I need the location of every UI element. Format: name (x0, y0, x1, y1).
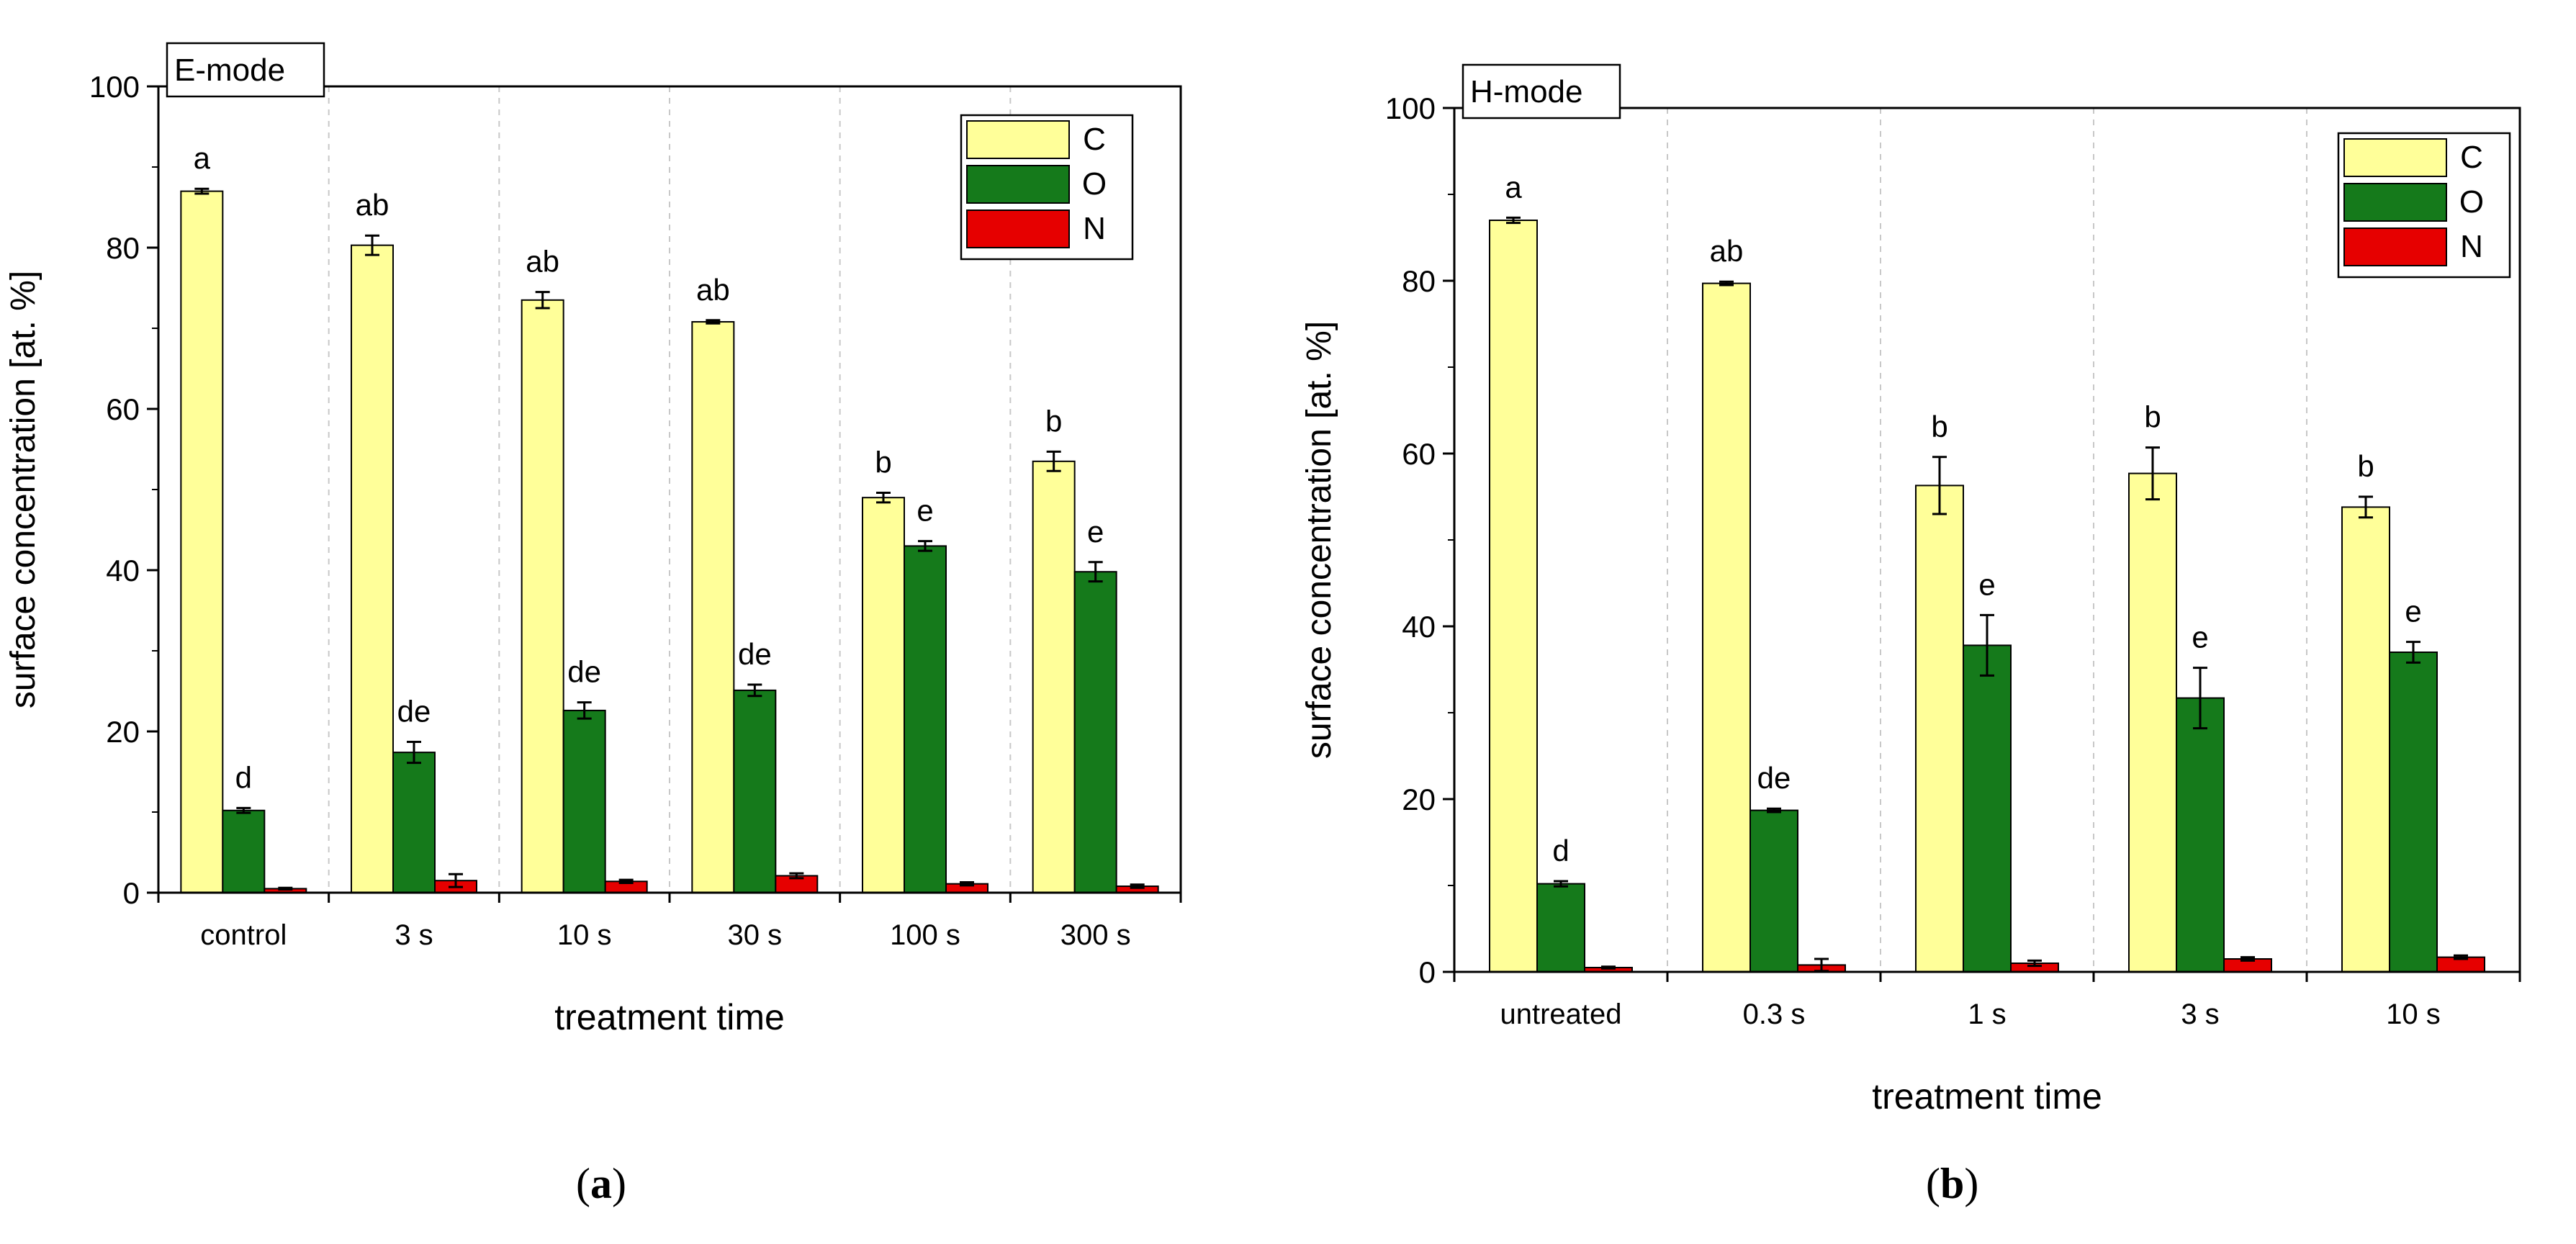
bar-C-0 (180, 190, 224, 894)
bar-O-1 (392, 752, 436, 893)
y-tick-label: 40 (1402, 610, 1436, 644)
y-tick-label: 0 (123, 876, 140, 910)
chart-e-mode: a ab ab ab b b d de de de e e 0 20 40 60 80 100 control 3 s… (4, 42, 1182, 1037)
chart-h-mode: a ab b b b d de e e e 0 20 40 60 80 100 untreated 0.3 s 1 … (1300, 63, 2521, 1117)
bar-C-4 (862, 497, 905, 893)
caption-b: (b) (1926, 1160, 1979, 1207)
x-tick-label: 3 s (2181, 999, 2219, 1030)
bar-O-2 (1963, 644, 2012, 973)
bar-O-0 (1536, 883, 1585, 973)
significance-label: b (1931, 410, 1947, 443)
panel-label: H-mode (1470, 74, 1583, 109)
significance-label: ab (696, 273, 730, 307)
bar-O-3 (2176, 697, 2225, 973)
significance-label: ab (526, 245, 559, 279)
significance-label: de (1757, 761, 1791, 795)
x-tick-label: 100 s (890, 919, 960, 951)
bar-O-5 (1073, 571, 1117, 893)
significance-label: a (194, 141, 211, 175)
bar-C-2 (521, 299, 564, 893)
panel-label: E-mode (174, 53, 285, 88)
bar-C-4 (2341, 506, 2390, 973)
legend-label: N (2460, 229, 2483, 264)
legend-swatch-N (2343, 227, 2447, 266)
legend-swatch-N (966, 209, 1070, 248)
bar-O-1 (1749, 809, 1798, 973)
x-tick-label: untreated (1500, 999, 1621, 1030)
x-tick-label: 10 s (557, 919, 612, 951)
legend-label: O (2459, 184, 2484, 220)
caption-a: (a) (576, 1160, 626, 1207)
bar-C-1 (351, 244, 394, 893)
y-tick-label: 0 (1419, 955, 1436, 989)
y-axis-title: surface concentration [at. %] (4, 271, 42, 708)
y-tick-label: 20 (1402, 783, 1436, 816)
x-tick-label: control (200, 919, 287, 951)
significance-label: b (875, 445, 891, 479)
bar-O-4 (904, 545, 947, 894)
significance-label: e (2192, 621, 2208, 654)
x-tick-label: 300 s (1060, 919, 1131, 951)
legend-label: C (1083, 122, 1106, 157)
bar-O-2 (562, 709, 606, 893)
bar-C-1 (1702, 282, 1751, 973)
significance-label: b (2144, 400, 2161, 434)
significance-label: b (2357, 449, 2374, 483)
x-tick-label: 0.3 s (1743, 999, 1806, 1030)
legend-swatch-O (966, 165, 1070, 204)
panel-label-box (166, 42, 325, 98)
bar-C-5 (1032, 460, 1076, 893)
y-tick-label: 100 (89, 70, 140, 104)
panel-label-box (1462, 63, 1621, 120)
significance-label: e (1978, 567, 1995, 601)
significance-label: e (917, 494, 933, 528)
significance-label: de (397, 695, 431, 729)
bar-O-0 (222, 809, 266, 894)
significance-label: de (738, 637, 772, 671)
y-tick-label: 60 (106, 392, 140, 426)
significance-label: e (1087, 515, 1104, 549)
y-tick-label: 80 (106, 231, 140, 265)
legend-swatch-C (2343, 138, 2447, 177)
bar-C-3 (2128, 472, 2177, 973)
significance-label: ab (1710, 234, 1744, 268)
y-tick-label: 100 (1385, 91, 1436, 125)
y-axis-title: surface concentration [at. %] (1300, 321, 1338, 759)
significance-label: b (1045, 404, 1062, 438)
y-tick-label: 80 (1402, 264, 1436, 298)
bar-O-4 (2389, 652, 2438, 973)
significance-label: de (567, 655, 601, 689)
significance-label: a (1505, 170, 1522, 204)
y-tick-label: 60 (1402, 437, 1436, 471)
x-tick-label: 30 s (728, 919, 783, 951)
legend-swatch-C (966, 120, 1070, 159)
bar-O-3 (733, 689, 777, 893)
y-tick-label: 20 (106, 715, 140, 749)
significance-label: d (235, 760, 252, 794)
y-tick-label: 40 (106, 554, 140, 587)
legend-label: C (2460, 140, 2483, 175)
legend-label: N (1083, 211, 1106, 246)
significance-label: d (1552, 834, 1569, 867)
x-tick-label: 10 s (2386, 999, 2441, 1030)
x-tick-label: 1 s (1968, 999, 2006, 1030)
x-axis-title: treatment time (554, 997, 785, 1037)
bar-C-0 (1489, 220, 1538, 973)
legend-swatch-O (2343, 183, 2447, 222)
bar-C-2 (1915, 484, 1964, 973)
x-tick-label: 3 s (395, 919, 433, 951)
significance-label: e (2405, 595, 2421, 628)
significance-label: ab (356, 188, 389, 222)
legend-label: O (1082, 166, 1107, 202)
x-axis-title: treatment time (1872, 1076, 2102, 1117)
bar-C-3 (691, 321, 735, 894)
